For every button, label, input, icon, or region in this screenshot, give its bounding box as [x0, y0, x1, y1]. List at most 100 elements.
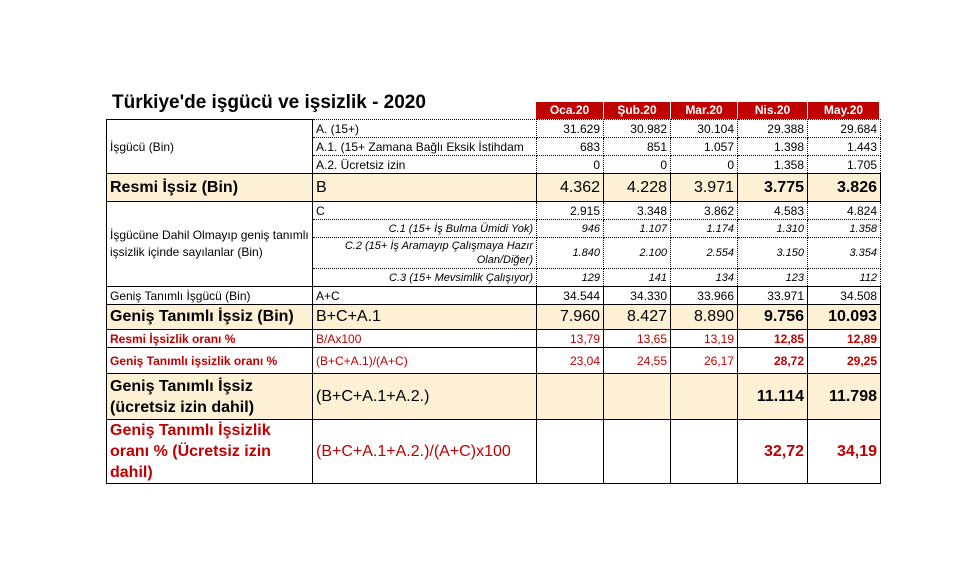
cell: 134	[670, 268, 738, 287]
cell: 3.862	[670, 201, 738, 220]
row-label-genis-isgucu: Geniş Tanımlı İşgücü (Bin)	[106, 286, 313, 305]
cell: 34.508	[807, 286, 881, 305]
cell: 4.824	[807, 201, 881, 220]
cell: 1.840	[536, 237, 604, 269]
cell: 8.890	[670, 304, 738, 330]
cell: 34,19	[807, 419, 881, 484]
cell: 34.544	[536, 286, 604, 305]
cell: 29.388	[737, 119, 808, 138]
cell: 12,85	[737, 329, 808, 348]
cell: 1.358	[737, 155, 808, 174]
table-row: Geniş Tanımlı İşgücü (Bin) A+C 34.544 34…	[106, 286, 881, 305]
row-def: C.1 (15+ İş Bulma Ümidi Yok)	[312, 219, 537, 238]
cell: 24,55	[603, 347, 671, 374]
cell: 7.960	[536, 304, 604, 330]
cell: 13,65	[603, 329, 671, 348]
row-def: (B+C+A.1)/(A+C)	[312, 347, 537, 374]
cell: 30.104	[670, 119, 738, 138]
cell: 946	[536, 219, 604, 238]
cell: 0	[603, 155, 671, 174]
row-def: A. (15+)	[312, 119, 537, 138]
cell: 9.756	[737, 304, 808, 330]
cell: 29.684	[807, 119, 881, 138]
row-label-genis-issiz: Geniş Tanımlı İşsiz (Bin)	[106, 304, 313, 330]
cell: 4.228	[603, 173, 671, 202]
cell: 2.915	[536, 201, 604, 220]
cell: 3.775	[737, 173, 808, 202]
cell: 851	[603, 137, 671, 156]
column-header-sub: Şub.20	[604, 102, 670, 119]
cell: 12,89	[807, 329, 881, 348]
cell: 29,25	[807, 347, 881, 374]
table-row: C.2 (15+ İş Aramayıp Çalışmaya Hazır Ola…	[107, 237, 881, 269]
row-label-genis-issiz-ucretsiz: Geniş Tanımlı İşsiz (ücretsiz izin dahil…	[106, 373, 313, 420]
table-row: A.1. (15+ Zamana Bağlı Eksik İstihdam 68…	[107, 137, 881, 156]
cell: 33.966	[670, 286, 738, 305]
row-label-resmi-issiz: Resmi İşsiz (Bin)	[106, 173, 313, 202]
cell: 8.427	[603, 304, 671, 330]
table-row: Geniş Tanımlı İşsiz (ücretsiz izin dahil…	[106, 373, 881, 420]
cell	[536, 419, 604, 484]
column-header-nis: Nis.20	[738, 102, 807, 119]
cell: 1.174	[670, 219, 738, 238]
table-row: İşgücüne Dahil Olmayıp geniş tanımlı işs…	[106, 201, 881, 287]
labor-table: İşgücü (Bin) A. (15+) 31.629 30.982 30.1…	[106, 119, 881, 484]
cell: 123	[737, 268, 808, 287]
row-def: (B+C+A.1+A.2.)/(A+C)x100	[312, 419, 537, 484]
row-def: C.2 (15+ İş Aramayıp Çalışmaya Hazır Ola…	[312, 237, 537, 269]
cell: 112	[807, 268, 881, 287]
row-label-resmi-oran: Resmi İşsizlik oranı %	[106, 329, 313, 348]
table-row: İşgücü (Bin) A. (15+) 31.629 30.982 30.1…	[106, 119, 881, 174]
cell: 26,17	[670, 347, 738, 374]
row-def: C.3 (15+ Mevsimlik Çalışıyor)	[312, 268, 537, 287]
cell: 1.107	[603, 219, 671, 238]
cell: 1.057	[670, 137, 738, 156]
cell: 3.826	[807, 173, 881, 202]
cell: 4.583	[737, 201, 808, 220]
column-header-oca: Oca.20	[536, 102, 603, 119]
cell: 3.354	[807, 237, 881, 269]
row-def: C	[312, 201, 537, 220]
row-label-dahil-olmayan: İşgücüne Dahil Olmayıp geniş tanımlı işs…	[106, 201, 313, 287]
cell: 4.362	[536, 173, 604, 202]
cell	[603, 373, 671, 420]
row-label-genis-oran-ucretsiz: Geniş Tanımlı İşsizlik oranı % (Ücretsiz…	[106, 419, 313, 484]
row-def: A.1. (15+ Zamana Bağlı Eksik İstihdam	[312, 137, 537, 156]
cell: 11.798	[807, 373, 881, 420]
cell: 32,72	[737, 419, 808, 484]
cell: 683	[536, 137, 604, 156]
cell	[670, 373, 738, 420]
cell: 141	[603, 268, 671, 287]
row-label-isgucu: İşgücü (Bin)	[106, 119, 313, 174]
cell: 2.100	[603, 237, 671, 269]
cell: 33.971	[737, 286, 808, 305]
cell: 2.554	[670, 237, 738, 269]
cell: 3.150	[737, 237, 808, 269]
cell: 3.971	[670, 173, 738, 202]
cell: 23,04	[536, 347, 604, 374]
row-def: B/Ax100	[312, 329, 537, 348]
row-def: (B+C+A.1+A.2.)	[312, 373, 537, 420]
cell: 1.310	[737, 219, 808, 238]
row-def: B+C+A.1	[312, 304, 537, 330]
cell: 30.982	[603, 119, 671, 138]
cell: 0	[536, 155, 604, 174]
row-label-genis-oran: Geniş Tanımlı işsizlik oranı %	[106, 347, 313, 374]
cell	[603, 419, 671, 484]
column-header-may: May.20	[808, 102, 879, 119]
cell: 34.330	[603, 286, 671, 305]
column-header-mar: Mar.20	[671, 102, 737, 119]
cell: 1.705	[807, 155, 881, 174]
cell	[670, 419, 738, 484]
cell: 13,79	[536, 329, 604, 348]
cell: 31.629	[536, 119, 604, 138]
row-def: B	[312, 173, 537, 202]
table-row: Geniş Tanımlı İşsiz (Bin) B+C+A.1 7.960 …	[106, 304, 881, 330]
table-title: Türkiye'de işgücü ve işsizlik - 2020	[112, 92, 426, 113]
cell: 1.358	[807, 219, 881, 238]
cell: 13,19	[670, 329, 738, 348]
table-row: C.1 (15+ İş Bulma Ümidi Yok) 946 1.107 1…	[107, 219, 881, 238]
cell: 0	[670, 155, 738, 174]
cell: 3.348	[603, 201, 671, 220]
cell: 1.443	[807, 137, 881, 156]
